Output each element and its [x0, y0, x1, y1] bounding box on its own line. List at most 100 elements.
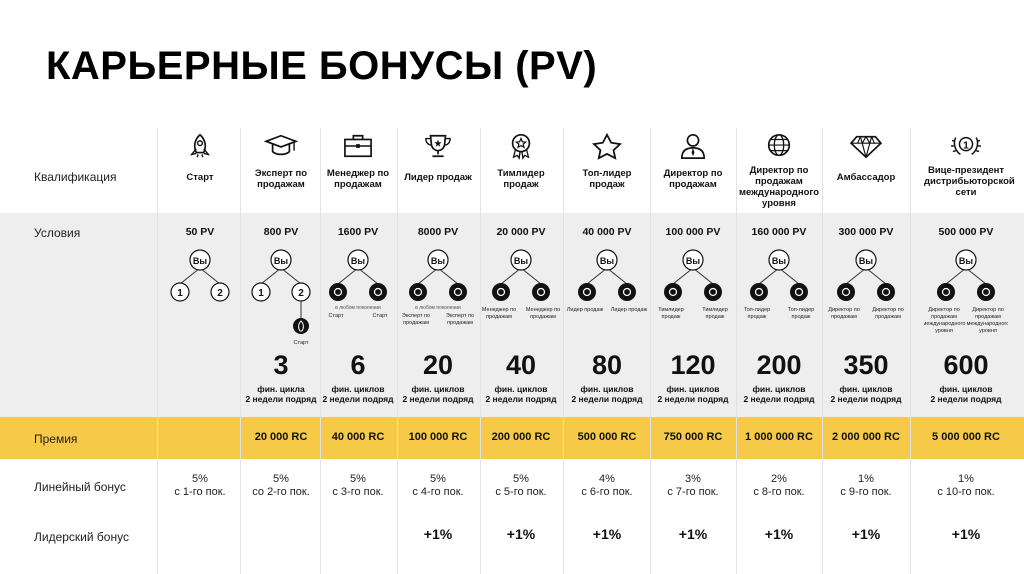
financial-cycles-count: 3 [273, 350, 289, 380]
child-node-badge [981, 287, 991, 297]
child-node-label: Эксперт по [446, 313, 474, 319]
leader-bonus: +1% [506, 526, 536, 542]
qualification-name: Тимлидер продаж [497, 168, 545, 190]
child-node-label: Менеджер по [482, 307, 516, 313]
you-node-label: Вы [686, 256, 700, 266]
you-node [955, 249, 977, 271]
you-node-label: Вы [600, 256, 614, 266]
child-node-filled [369, 283, 387, 301]
child-node-badge [496, 287, 506, 297]
column-divider [240, 128, 241, 574]
child-node-label: продажам [975, 314, 1001, 320]
you-node [270, 249, 292, 271]
tree-edge [280, 267, 302, 285]
tree-edge [437, 267, 459, 285]
child-node-badge [881, 287, 891, 297]
qualification-name: Вице-президент дистрибьюторской сети [924, 165, 1015, 198]
qualification-name: Эксперт по продажам [254, 168, 308, 190]
child-node-label: Топ-лидер [744, 307, 770, 313]
tree-edge [337, 267, 359, 285]
tree-edge [500, 267, 522, 285]
leader-bonus: +1% [423, 526, 453, 542]
column-divider [910, 128, 911, 574]
qualification-name: Топ-лидер продаж [582, 168, 632, 190]
premium-value: 750 000 RC [663, 431, 723, 443]
child-node-label: продажам [931, 314, 957, 320]
premium-band [0, 417, 1024, 459]
pv-requirement: 20 000 PV [496, 226, 546, 238]
financial-cycles-note: фин. циклов 2 недели подряд [402, 384, 474, 404]
you-node [596, 249, 618, 271]
linear-bonus: 1% с 10-го пок. [937, 473, 995, 498]
financial-cycles-note: фин. циклов 2 недели подряд [571, 384, 643, 404]
tree-edge [945, 267, 967, 285]
qualification-name: Менеджер по продажам [326, 168, 390, 190]
child-node-label: Топ-лидер [788, 307, 814, 313]
premium-value: 2 000 000 RC [832, 431, 900, 443]
financial-cycles-note: фин. циклов 2 недели подряд [485, 384, 557, 404]
child-node [251, 282, 271, 302]
column-divider [397, 128, 398, 574]
pv-requirement: 50 PV [185, 226, 215, 238]
child-node-filled [937, 283, 955, 301]
leader-bonus: +1% [592, 526, 622, 542]
child-node-badge [333, 287, 343, 297]
row-label-linear: Линейный бонус [34, 480, 126, 494]
child-node-label: Менеджер по [526, 307, 560, 313]
child-node-label: продаж [748, 314, 767, 320]
child-node-badge [413, 287, 423, 297]
qualification-name: Лидер продаж [404, 172, 472, 183]
child-node-number: 2 [298, 288, 304, 299]
financial-cycles-count: 600 [943, 350, 989, 380]
qualification-name: Старт [186, 172, 214, 183]
tree-edge [357, 267, 379, 285]
career-bonus-table: Квалификация Условия Премия Линейный бон… [0, 128, 1024, 574]
diamond-icon [849, 135, 883, 159]
grandchild-node [293, 318, 309, 334]
child-node-badge [941, 287, 951, 297]
child-node-label: Директор по [928, 307, 960, 313]
child-node-badge [536, 287, 546, 297]
child-node-label: международного [924, 321, 965, 327]
child-node-badge [794, 287, 804, 297]
you-node [189, 249, 211, 271]
child-node-filled [977, 283, 995, 301]
premium-value: 20 000 RC [254, 431, 308, 443]
child-node [210, 282, 230, 302]
financial-cycles-count: 40 [505, 350, 537, 380]
child-node-filled [578, 283, 596, 301]
you-node [510, 249, 532, 271]
financial-cycles-count: 80 [591, 350, 623, 380]
you-node-label: Вы [193, 256, 207, 266]
child-node-label: Тимлидер [658, 307, 684, 313]
child-node-number: 1 [258, 288, 264, 299]
row-label-premium: Премия [34, 432, 78, 446]
child-node-label: продажам [831, 314, 857, 320]
child-node-badge [841, 287, 851, 297]
linear-bonus: 5% со 2-го пок. [252, 473, 310, 498]
column-divider [736, 128, 737, 574]
child-node-filled [837, 283, 855, 301]
you-node-label: Вы [351, 256, 365, 266]
child-node-label: продаж [706, 314, 725, 320]
financial-cycles-count: 6 [350, 350, 366, 380]
you-node [682, 249, 704, 271]
column-divider [563, 128, 564, 574]
child-node-badge [622, 287, 632, 297]
qualification-name: Директор по продажам международного уров… [738, 165, 820, 209]
child-node-badge [708, 287, 718, 297]
tree-edge [758, 267, 780, 285]
child-node-label: продажам [447, 320, 473, 326]
pv-requirement: 40 000 PV [582, 226, 632, 238]
child-node-label: продажам [486, 314, 512, 320]
premium-value: 1 000 000 RC [745, 431, 813, 443]
child-node-label: продаж [792, 314, 811, 320]
tree-edge [260, 267, 282, 285]
child-node-label: Директор по [872, 307, 904, 313]
you-node [768, 249, 790, 271]
